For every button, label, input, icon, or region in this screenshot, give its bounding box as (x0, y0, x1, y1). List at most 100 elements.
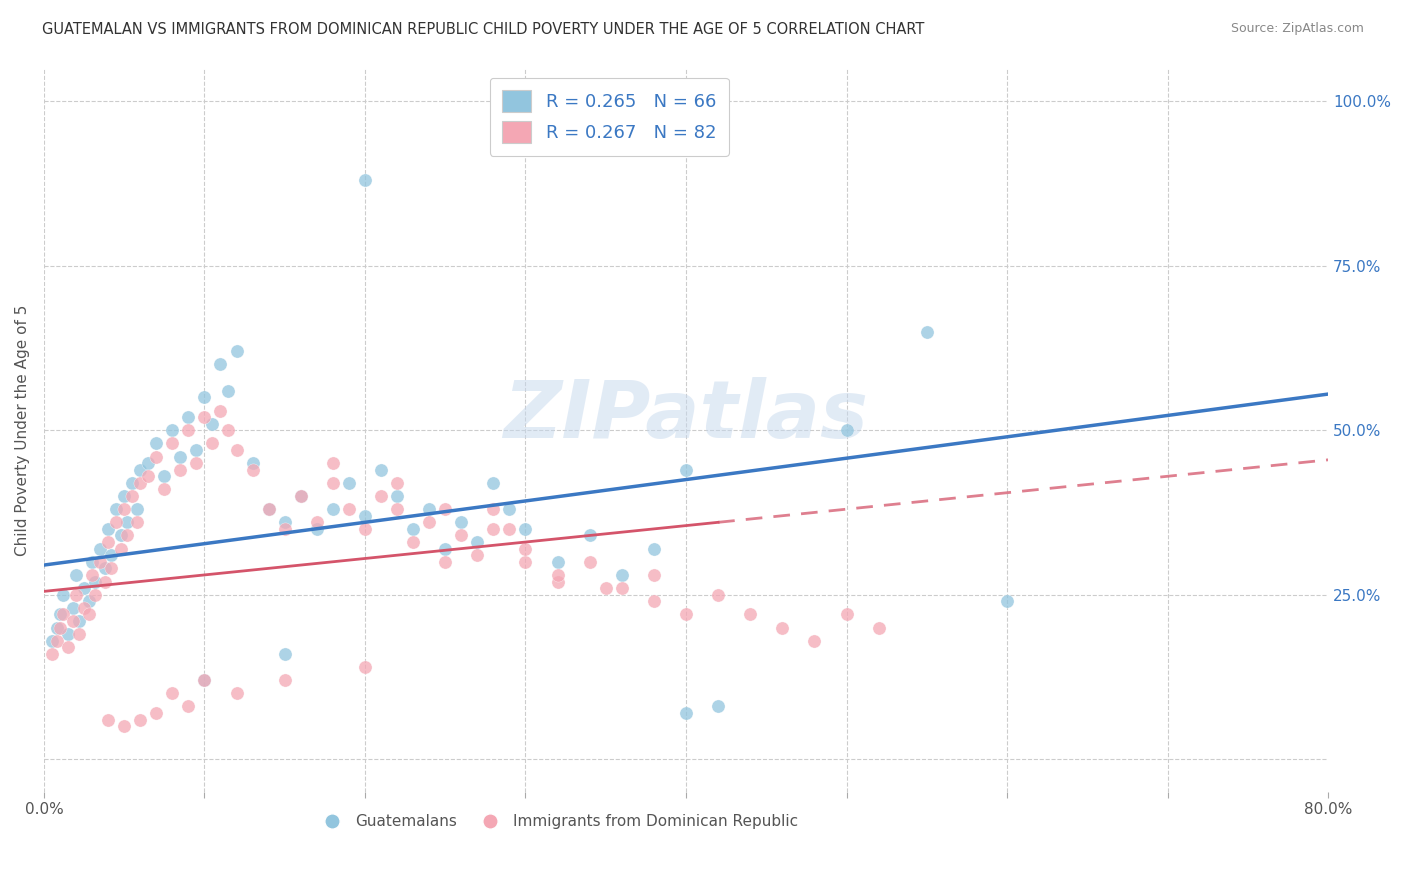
Point (434, 541, 457, 556)
Point (995, 594, 1018, 608)
Point (225, 442, 247, 457)
Point (162, 423, 184, 437)
Point (868, 621, 890, 635)
Point (177, 699, 200, 714)
Point (89, 541, 111, 556)
Point (112, 719, 135, 733)
Point (162, 436, 184, 450)
Point (186, 442, 208, 457)
Point (225, 686, 247, 700)
Point (354, 508, 377, 523)
Point (110, 528, 132, 542)
Point (73, 581, 96, 595)
Point (675, 706, 697, 720)
Point (77, 594, 100, 608)
Point (218, 384, 240, 398)
Point (105, 502, 128, 516)
Point (193, 410, 215, 425)
Point (145, 706, 167, 720)
Point (402, 535, 425, 549)
Point (112, 489, 135, 503)
Point (84, 588, 107, 602)
Point (770, 621, 793, 635)
Point (290, 489, 312, 503)
Point (49, 607, 72, 622)
Point (209, 358, 232, 372)
Point (97, 522, 120, 536)
Point (707, 588, 730, 602)
Point (273, 522, 295, 536)
Point (257, 502, 280, 516)
Point (193, 673, 215, 688)
Text: GUATEMALAN VS IMMIGRANTS FROM DOMINICAN REPUBLIC CHILD POVERTY UNDER THE AGE OF : GUATEMALAN VS IMMIGRANTS FROM DOMINICAN … (42, 22, 925, 37)
Point (62, 614, 84, 628)
Point (186, 456, 208, 470)
Point (97, 535, 120, 549)
Point (201, 417, 224, 431)
Point (94, 561, 117, 575)
Point (595, 581, 617, 595)
Point (56, 627, 79, 641)
Point (290, 489, 312, 503)
Point (129, 713, 152, 727)
Point (482, 475, 505, 490)
Point (482, 502, 505, 516)
Point (129, 475, 152, 490)
Point (305, 522, 328, 536)
Point (112, 502, 135, 516)
Point (117, 516, 139, 530)
Point (177, 423, 200, 437)
Point (209, 403, 232, 417)
Point (385, 502, 408, 516)
Point (77, 607, 100, 622)
Point (193, 390, 215, 404)
Point (515, 541, 537, 556)
Point (515, 555, 537, 569)
Point (136, 469, 159, 483)
Point (45, 621, 67, 635)
Point (273, 673, 295, 688)
Point (110, 541, 132, 556)
Point (80, 555, 103, 569)
Point (465, 535, 488, 549)
Point (105, 516, 128, 530)
Point (56, 640, 79, 655)
Point (67, 614, 90, 628)
Y-axis label: Child Poverty Under the Age of 5: Child Poverty Under the Age of 5 (15, 304, 30, 556)
Point (354, 660, 377, 674)
Point (434, 502, 457, 516)
Point (740, 607, 762, 622)
Point (73, 600, 96, 615)
Point (125, 502, 148, 516)
Point (100, 548, 122, 562)
Point (52, 588, 75, 602)
Point (67, 627, 90, 641)
Point (273, 647, 295, 661)
Point (337, 502, 360, 516)
Point (547, 568, 569, 582)
Point (370, 463, 392, 477)
Point (337, 475, 360, 490)
Point (218, 423, 240, 437)
Point (498, 502, 520, 516)
Point (434, 555, 457, 569)
Point (482, 522, 505, 536)
Point (322, 475, 344, 490)
Point (675, 463, 697, 477)
Point (322, 502, 344, 516)
Point (370, 489, 392, 503)
Point (193, 673, 215, 688)
Point (121, 489, 143, 503)
Point (162, 686, 184, 700)
Point (145, 450, 167, 464)
Point (273, 516, 295, 530)
Point (52, 607, 75, 622)
Point (94, 574, 117, 589)
Point (201, 436, 224, 450)
Point (450, 528, 472, 542)
Point (675, 607, 697, 622)
Point (803, 633, 825, 648)
Point (41, 647, 63, 661)
Point (125, 516, 148, 530)
Point (84, 574, 107, 589)
